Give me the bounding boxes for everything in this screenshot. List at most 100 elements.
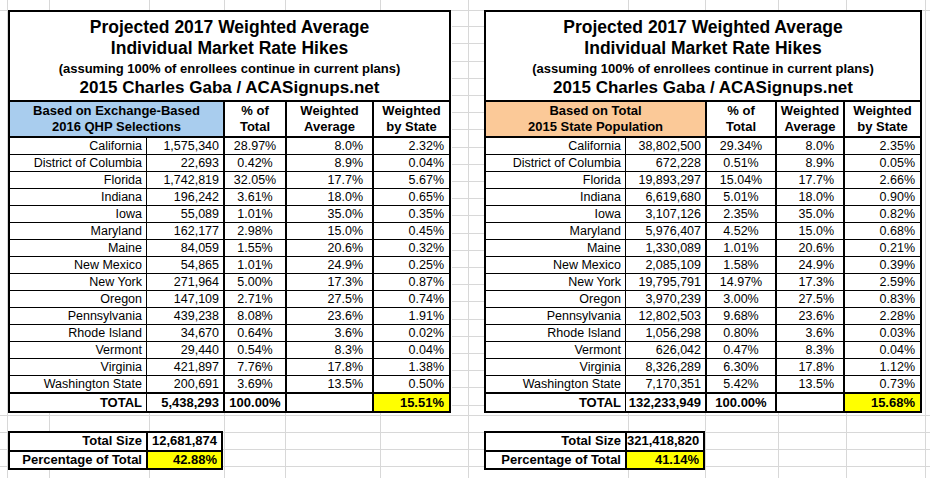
cell-weighted-by-state[interactable]: 0.90% — [843, 189, 920, 205]
cell-state[interactable]: Indiana — [10, 189, 146, 205]
cell-pct-of-total[interactable]: 2.35% — [705, 206, 775, 222]
cell-total-size-label[interactable]: Total Size — [10, 433, 146, 450]
cell-total-pct-of-total[interactable]: 100.00% — [705, 394, 775, 411]
cell-weighted-by-state[interactable]: 0.05% — [843, 155, 920, 171]
cell-size[interactable]: 19,795,791 — [625, 274, 705, 290]
cell-pct-of-total[interactable]: 1.55% — [223, 240, 285, 256]
cell-weighted-average[interactable]: 8.0% — [285, 138, 372, 154]
cell-size[interactable]: 200,691 — [146, 376, 223, 392]
cell-weighted-by-state[interactable]: 2.59% — [843, 274, 920, 290]
cell-total-pct-of-total[interactable]: 100.00% — [223, 394, 285, 411]
cell-state[interactable]: Oregon — [486, 291, 625, 307]
cell-pct-of-total[interactable]: 6.30% — [705, 359, 775, 375]
cell-pct-of-total[interactable]: 0.51% — [705, 155, 775, 171]
cell-size[interactable]: 7,170,351 — [625, 376, 705, 392]
cell-size[interactable]: 1,056,298 — [625, 325, 705, 341]
cell-pct-of-total[interactable]: 1.01% — [705, 240, 775, 256]
cell-weighted-average[interactable]: 20.6% — [285, 240, 372, 256]
cell-weighted-by-state[interactable]: 0.35% — [372, 206, 449, 222]
cell-weighted-by-state[interactable]: 0.82% — [843, 206, 920, 222]
title-cell[interactable]: Projected 2017 Weighted Average Individu… — [10, 12, 449, 102]
title-cell[interactable]: Projected 2017 Weighted Average Individu… — [486, 12, 920, 102]
cell-pct-of-total[interactable]: 32.05% — [223, 172, 285, 188]
cell-weighted-by-state[interactable]: 0.04% — [372, 342, 449, 358]
cell-total-weighted-average[interactable] — [775, 394, 843, 411]
cell-weighted-average[interactable]: 17.7% — [775, 172, 843, 188]
cell-weighted-average[interactable]: 8.3% — [285, 342, 372, 358]
cell-weighted-average[interactable]: 18.0% — [285, 189, 372, 205]
cell-weighted-average[interactable]: 3.6% — [775, 325, 843, 341]
cell-weighted-by-state[interactable]: 2.66% — [843, 172, 920, 188]
cell-state[interactable]: Virginia — [10, 359, 146, 375]
cell-state[interactable]: Florida — [486, 172, 625, 188]
cell-size[interactable]: 1,330,089 — [625, 240, 705, 256]
cell-weighted-by-state[interactable]: 0.74% — [372, 291, 449, 307]
cell-pct-of-total[interactable]: 0.54% — [223, 342, 285, 358]
cell-weighted-by-state[interactable]: 2.28% — [843, 308, 920, 324]
cell-weighted-by-state[interactable]: 0.03% — [843, 325, 920, 341]
cell-state[interactable]: Florida — [10, 172, 146, 188]
cell-pct-of-total[interactable]: 9.68% — [705, 308, 775, 324]
cell-weighted-by-state[interactable]: 0.65% — [372, 189, 449, 205]
cell-weighted-average[interactable]: 20.6% — [775, 240, 843, 256]
cell-size[interactable]: 22,693 — [146, 155, 223, 171]
cell-state[interactable]: Iowa — [486, 206, 625, 222]
cell-size[interactable]: 55,089 — [146, 206, 223, 222]
cell-state[interactable]: District of Columbia — [486, 155, 625, 171]
cell-weighted-average[interactable]: 24.9% — [285, 257, 372, 273]
cell-size[interactable]: 421,897 — [146, 359, 223, 375]
cell-weighted-by-state[interactable]: 0.87% — [372, 274, 449, 290]
cell-pct-of-total[interactable]: 0.47% — [705, 342, 775, 358]
cell-state[interactable]: California — [486, 138, 625, 154]
cell-weighted-average[interactable]: 17.7% — [285, 172, 372, 188]
cell-pct-of-total[interactable]: 15.04% — [705, 172, 775, 188]
cell-weighted-average[interactable]: 8.0% — [775, 138, 843, 154]
cell-state[interactable]: Oregon — [10, 291, 146, 307]
cell-size[interactable]: 626,042 — [625, 342, 705, 358]
cell-pct-of-total[interactable]: 5.01% — [705, 189, 775, 205]
column-header-weighted-average[interactable]: Weighted Average — [285, 102, 372, 136]
cell-weighted-average[interactable]: 27.5% — [775, 291, 843, 307]
cell-weighted-by-state[interactable]: 0.83% — [843, 291, 920, 307]
cell-state[interactable]: Rhode Island — [486, 325, 625, 341]
cell-total-weighted-average[interactable] — [285, 394, 372, 411]
cell-pct-of-total[interactable]: 2.71% — [223, 291, 285, 307]
cell-percentage-of-total-value[interactable]: 42.88% — [146, 452, 221, 468]
cell-pct-of-total[interactable]: 5.42% — [705, 376, 775, 392]
cell-weighted-by-state[interactable]: 1.91% — [372, 308, 449, 324]
cell-weighted-average[interactable]: 3.6% — [285, 325, 372, 341]
cell-pct-of-total[interactable]: 0.80% — [705, 325, 775, 341]
cell-weighted-average[interactable]: 23.6% — [775, 308, 843, 324]
cell-weighted-average[interactable]: 17.8% — [285, 359, 372, 375]
cell-weighted-average[interactable]: 17.8% — [775, 359, 843, 375]
cell-pct-of-total[interactable]: 8.08% — [223, 308, 285, 324]
cell-pct-of-total[interactable]: 0.64% — [223, 325, 285, 341]
cell-state[interactable]: Washington State — [10, 376, 146, 392]
cell-weighted-by-state[interactable]: 0.21% — [843, 240, 920, 256]
cell-size[interactable]: 5,976,407 — [625, 223, 705, 239]
cell-size[interactable]: 2,085,109 — [625, 257, 705, 273]
cell-weighted-by-state[interactable]: 0.68% — [843, 223, 920, 239]
cell-state[interactable]: District of Columbia — [10, 155, 146, 171]
cell-pct-of-total[interactable]: 2.98% — [223, 223, 285, 239]
cell-pct-of-total[interactable]: 1.58% — [705, 257, 775, 273]
cell-size[interactable]: 54,865 — [146, 257, 223, 273]
cell-total-size-value[interactable]: 321,418,820 — [625, 433, 703, 450]
cell-size[interactable]: 3,970,239 — [625, 291, 705, 307]
column-header-weighted-by-state[interactable]: Weighted by State — [372, 102, 449, 136]
cell-weighted-average[interactable]: 35.0% — [775, 206, 843, 222]
cell-weighted-average[interactable]: 17.3% — [285, 274, 372, 290]
cell-size[interactable]: 271,964 — [146, 274, 223, 290]
cell-state[interactable]: Indiana — [486, 189, 625, 205]
cell-pct-of-total[interactable]: 3.69% — [223, 376, 285, 392]
cell-pct-of-total[interactable]: 3.00% — [705, 291, 775, 307]
cell-state[interactable]: New Mexico — [10, 257, 146, 273]
column-header-pct-of-total[interactable]: % of Total — [705, 102, 775, 136]
cell-percentage-of-total-value[interactable]: 41.14% — [625, 452, 703, 468]
cell-weighted-average[interactable]: 15.0% — [775, 223, 843, 239]
group-header-cell[interactable]: Based on Exchange-Based 2016 QHP Selecti… — [10, 102, 223, 136]
column-header-weighted-by-state[interactable]: Weighted by State — [843, 102, 920, 136]
cell-weighted-average[interactable]: 8.3% — [775, 342, 843, 358]
cell-state[interactable]: Washington State — [486, 376, 625, 392]
cell-weighted-average[interactable]: 8.9% — [775, 155, 843, 171]
